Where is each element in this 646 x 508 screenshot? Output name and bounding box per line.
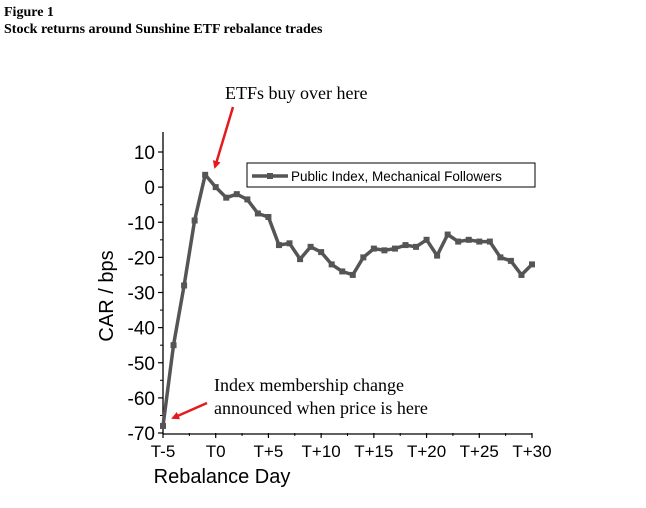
series-point xyxy=(434,252,441,259)
series-point xyxy=(202,171,209,178)
series-point xyxy=(360,254,367,261)
series-point xyxy=(275,242,282,249)
series-point xyxy=(423,236,430,243)
x-tick-label: T+10 xyxy=(302,442,341,461)
x-tick-label: T0 xyxy=(206,442,226,461)
announce-annotation-line1: Index membership change xyxy=(214,375,404,395)
x-tick-label: T+20 xyxy=(407,442,446,461)
buy-arrow xyxy=(212,106,235,169)
series-point xyxy=(339,268,346,275)
legend-swatch-marker xyxy=(267,173,273,179)
figure-label: Figure 1 xyxy=(4,5,54,20)
series-point xyxy=(233,191,240,198)
series-point xyxy=(465,236,472,243)
y-tick-label: -70 xyxy=(128,424,155,445)
series-point xyxy=(518,271,525,278)
series-point xyxy=(328,261,335,268)
series-point xyxy=(181,282,188,289)
series-point xyxy=(297,256,304,263)
series-point xyxy=(391,245,398,252)
legend-label: Public Index, Mechanical Followers xyxy=(291,169,502,184)
y-tick-label: -30 xyxy=(128,284,155,305)
legend: Public Index, Mechanical Followers xyxy=(246,162,536,188)
series-point xyxy=(370,245,377,252)
series-point xyxy=(191,217,198,224)
series-point xyxy=(497,254,504,261)
y-axis-label: CAR / bps xyxy=(96,250,118,341)
series-point xyxy=(286,240,293,247)
series-point xyxy=(402,242,409,249)
series-point xyxy=(529,261,535,268)
x-tick-label: T+15 xyxy=(354,442,393,461)
y-tick-label: 0 xyxy=(144,178,155,199)
series-point xyxy=(507,257,514,264)
series-point xyxy=(349,271,356,278)
series-point xyxy=(223,194,230,201)
series-point xyxy=(486,238,493,245)
announce-annotation-line2: announced when price is here xyxy=(214,398,428,418)
x-tick-label: T-5 xyxy=(151,442,176,461)
x-axis-label: Rebalance Day xyxy=(154,466,291,488)
series-point xyxy=(307,243,314,250)
series-point xyxy=(212,184,219,191)
series-point xyxy=(244,196,251,203)
series-point xyxy=(318,249,325,256)
y-tick-label: -50 xyxy=(128,354,155,375)
series-point xyxy=(265,213,272,220)
series-point xyxy=(381,247,388,254)
x-tick-label: T+5 xyxy=(254,442,284,461)
x-tick-label: T+30 xyxy=(512,442,551,461)
series-point xyxy=(254,210,261,217)
y-tick-label: -10 xyxy=(128,213,155,234)
figure-title: Stock returns around Sunshine ETF rebala… xyxy=(4,22,323,37)
y-tick-label: 10 xyxy=(134,143,155,164)
series-point xyxy=(413,243,420,250)
buy-annotation: ETFs buy over here xyxy=(225,83,367,103)
x-tick-label: T+25 xyxy=(460,442,499,461)
y-tick-label: -60 xyxy=(128,389,155,410)
series-point xyxy=(170,342,177,349)
series-point xyxy=(476,238,483,245)
series-point xyxy=(444,231,451,238)
series-point xyxy=(455,238,462,245)
y-tick-label: -20 xyxy=(128,248,155,269)
legend-box xyxy=(246,162,536,188)
y-tick-label: -40 xyxy=(128,319,155,340)
announce-arrow xyxy=(171,401,208,420)
series-point xyxy=(160,422,166,429)
